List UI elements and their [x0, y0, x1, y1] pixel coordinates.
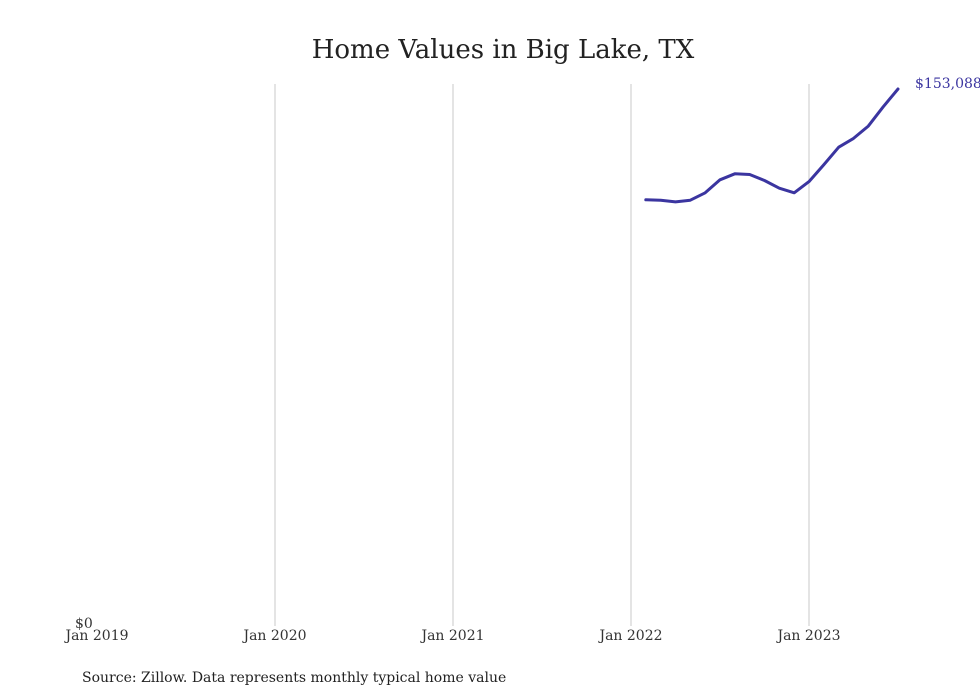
- end-value-label: $153,088: [915, 76, 980, 92]
- x-tick-label: Jan 2022: [597, 628, 662, 644]
- series-line: [644, 87, 900, 204]
- source-note: Source: Zillow. Data represents monthly …: [82, 670, 506, 686]
- x-tick-label: Jan 2021: [419, 628, 484, 644]
- y-tick-label-zero: $0: [75, 616, 93, 632]
- x-axis-ticks: Jan 2019 Jan 2020 Jan 2021 Jan 2022 Jan 2023: [63, 628, 840, 644]
- gridlines: [274, 84, 810, 626]
- x-tick-label: Jan 2020: [241, 628, 306, 644]
- x-tick-label: Jan 2023: [775, 628, 840, 644]
- chart-title: Home Values in Big Lake, TX: [312, 35, 695, 65]
- x-tick-label: Jan 2019: [63, 628, 128, 644]
- series-layer: [644, 87, 900, 204]
